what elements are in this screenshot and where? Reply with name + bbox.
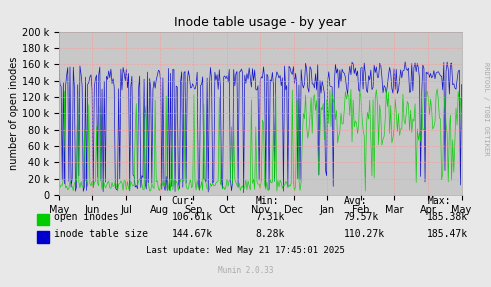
Text: 106.61k: 106.61k — [172, 212, 213, 222]
Text: inode table size: inode table size — [54, 229, 148, 239]
Text: Last update: Wed May 21 17:45:01 2025: Last update: Wed May 21 17:45:01 2025 — [146, 246, 345, 255]
Text: Min:: Min: — [255, 196, 279, 206]
Text: 79.57k: 79.57k — [344, 212, 379, 222]
Text: Cur:: Cur: — [172, 196, 195, 206]
Text: open inodes: open inodes — [54, 212, 119, 222]
Text: 7.31k: 7.31k — [255, 212, 285, 222]
Text: Munin 2.0.33: Munin 2.0.33 — [218, 266, 273, 275]
Text: 144.67k: 144.67k — [172, 229, 213, 239]
Text: RRDTOOL / TOBI OETIKER: RRDTOOL / TOBI OETIKER — [483, 62, 489, 156]
Bar — [37, 231, 49, 243]
Bar — [37, 214, 49, 225]
Text: 185.38k: 185.38k — [427, 212, 468, 222]
Text: 110.27k: 110.27k — [344, 229, 385, 239]
Y-axis label: number of open inodes: number of open inodes — [9, 57, 19, 170]
Text: Max:: Max: — [427, 196, 451, 206]
Text: Avg:: Avg: — [344, 196, 367, 206]
Title: Inode table usage - by year: Inode table usage - by year — [174, 16, 346, 29]
Text: 185.47k: 185.47k — [427, 229, 468, 239]
Text: 8.28k: 8.28k — [255, 229, 285, 239]
